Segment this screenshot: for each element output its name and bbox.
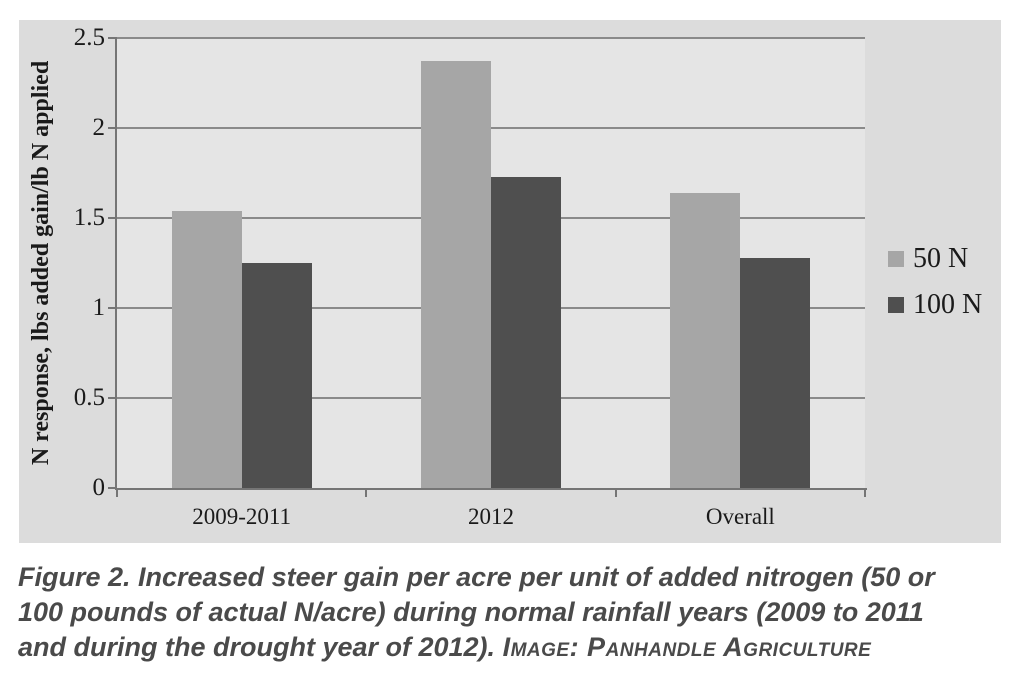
gridline-y-2.5 — [117, 37, 865, 39]
x-axis-line — [115, 488, 867, 490]
bar-chart: N response, lbs added gain/lb N applied … — [19, 20, 1001, 543]
y-axis-title: N response, lbs added gain/lb N applied — [28, 60, 54, 466]
caption-line-2: 100 pounds of actual N/acre) during norm… — [18, 597, 924, 627]
figure-caption: Figure 2. Increased steer gain per acre … — [18, 560, 1018, 665]
caption-line-3-text: and during the drought year of 2012). — [18, 632, 503, 662]
x-tick-mark — [365, 488, 368, 497]
x-tick-mark — [614, 488, 617, 497]
y-tick-label-2.5: 2.5 — [73, 24, 105, 51]
y-tick-label-1.5: 1.5 — [73, 204, 105, 231]
x-axis-label-2012: 2012 — [468, 504, 514, 529]
legend-swatch-100n — [888, 297, 904, 313]
y-tick-mark — [108, 307, 117, 309]
y-tick-mark — [108, 127, 117, 129]
bar-100n-overall — [740, 257, 811, 488]
legend-swatch-50n — [888, 251, 904, 267]
legend: 50 N 100 N — [888, 243, 983, 320]
bar-50n-2009-2011 — [171, 210, 242, 488]
y-tick-label-0.5: 0.5 — [73, 384, 105, 411]
legend-label-100n: 100 N — [913, 289, 983, 320]
plot-area — [117, 37, 865, 488]
bar-100n-2012 — [491, 176, 561, 488]
y-tick-mark — [108, 487, 117, 489]
legend-item-100n: 100 N — [888, 289, 983, 320]
y-tick-mark — [108, 37, 117, 39]
bar-50n-overall — [670, 192, 741, 488]
y-tick-mark — [108, 397, 117, 399]
bar-50n-2012 — [421, 61, 491, 488]
caption-line-3: and during the drought year of 2012). Im… — [18, 630, 1018, 665]
x-axis-label-overall: Overall — [705, 504, 775, 529]
x-axis-label-2009-2011: 2009-2011 — [192, 504, 292, 529]
legend-label-50n: 50 N — [913, 243, 969, 274]
y-axis-line — [115, 38, 117, 490]
y-tick-label-0: 0 — [92, 474, 106, 501]
y-tick-mark — [108, 217, 117, 219]
caption-source: Image: Panhandle Agriculture — [502, 632, 872, 662]
x-tick-mark — [864, 488, 866, 497]
legend-item-50n: 50 N — [888, 243, 982, 274]
y-tick-label-2: 2 — [92, 114, 106, 141]
x-tick-mark — [116, 488, 118, 497]
y-tick-label-1: 1 — [92, 294, 106, 321]
bar-100n-2009-2011 — [241, 263, 312, 488]
caption-line-1: Figure 2. Increased steer gain per acre … — [18, 562, 935, 592]
gridline-y-2 — [117, 127, 865, 129]
